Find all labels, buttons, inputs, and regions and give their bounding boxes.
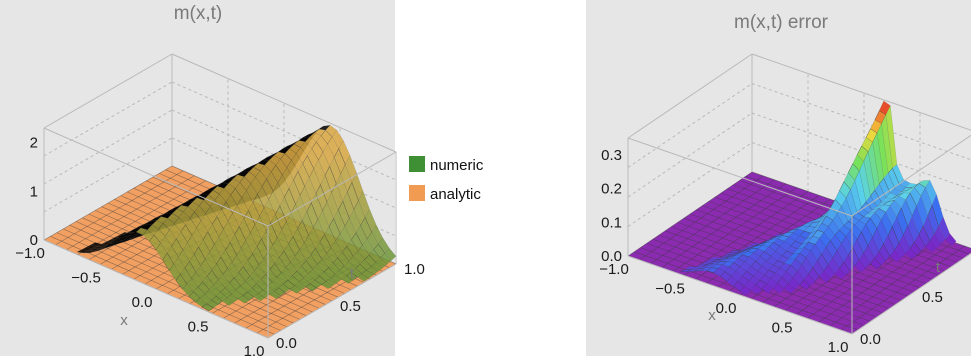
legend-label-analytic: analytic [430, 186, 481, 203]
plot-m-z-tick-label: 0 [30, 232, 38, 249]
plot-m-surface-patch [321, 281, 333, 289]
plot-m-side-gridline [43, 109, 173, 185]
legend-swatch-numeric [409, 156, 425, 172]
legend-label-numeric: numeric [430, 157, 484, 174]
plot-m-surface-patch [269, 291, 281, 299]
plot-error-t-axis-label: t [936, 259, 941, 276]
plot-m-back-edge-top [171, 53, 397, 153]
plot-m-right-edge-bottom [267, 263, 397, 339]
plot-error-title: m(x,t) error [734, 12, 829, 33]
plot-error-x-tick-label: 0.5 [772, 320, 793, 337]
plot-error-t-tick-label: 0.5 [922, 289, 943, 306]
plot-error-surface-patch [869, 257, 882, 270]
plot-error-surface-patch [834, 268, 846, 280]
plot-m-surface-patch [305, 283, 318, 292]
plot-error-back-edge-top [751, 53, 971, 131]
plot-m-x-tick-label: −1.0 [15, 245, 45, 262]
plot-error: −1.0−0.50.00.51.00.00.51.00.00.10.20.3 m… [586, 0, 971, 356]
plot-error-side-gridline [627, 142, 753, 227]
plot-error-z-tick-label: 0.2 [601, 181, 622, 198]
plot-error-front-edge-bottom [627, 255, 853, 335]
plot-m-ticks: −1.0 −0.5 0.0 0.5 1.0 0.0 0.5 1.0 0 1 2 [15, 135, 425, 356]
plot-error-right-edge-bottom [851, 252, 971, 335]
plot-error-floor-mesh-line [818, 238, 943, 323]
plot-m-x-tick-label: 0.5 [188, 319, 209, 336]
plot-m-x-axis-label: x [120, 312, 128, 329]
plot-error-floor-mesh-line [829, 241, 954, 327]
plot-m-t-tick-label: 0.5 [340, 298, 361, 315]
plot-m-surface-patch [289, 285, 302, 294]
plot-error-surface-patch [799, 279, 811, 291]
plot-error-x-tick-label: −0.5 [655, 281, 685, 298]
legend: numeric analytic [409, 156, 484, 203]
plot-error-side-gridline [627, 83, 753, 168]
plot-m-z-tick-label: 1 [30, 183, 38, 200]
plot-error-x-tick-label: 1.0 [828, 339, 849, 356]
plot-m-surface [76, 125, 397, 312]
plot-error-front-box [627, 134, 971, 335]
plot-error-x-tick-label: 0.0 [716, 300, 737, 317]
plot-m-surface-patch [222, 297, 234, 306]
plot-error-z-tick-label: 0.0 [601, 248, 622, 265]
plot-error-right-edge-top [851, 134, 971, 217]
plot-error-surface-patch [925, 240, 937, 253]
plot-m-right-edge-top [267, 151, 397, 227]
plot-m-title: m(x,t) [174, 3, 223, 24]
plot-error-front-edge-top [627, 137, 853, 217]
plot-error-left-edge-top [627, 53, 753, 139]
plot-error-surface-patch [739, 286, 752, 296]
plot-m-t-tick-label: 1.0 [404, 261, 425, 278]
plot-m-side-gridline [43, 81, 173, 157]
plot-m-t-axis-label: t [350, 265, 355, 282]
plot-error-surface-patch [889, 250, 902, 263]
plot-error-floor-mesh-line [840, 245, 965, 331]
plot-error-surface-patch [945, 233, 957, 246]
plot-m-x-tick-label: 1.0 [244, 343, 265, 356]
plot-m: −1.0 −0.5 0.0 0.5 1.0 0.0 0.5 1.0 0 1 2 m(x,t) x t [0, 0, 425, 356]
plot-error-z-tick-label: 0.1 [601, 214, 622, 231]
plot-m-surface-patch [357, 273, 369, 282]
plot-error-x-axis-label: x [708, 307, 716, 324]
plot-error-surface-patch [905, 248, 917, 259]
plot-error-t-tick-label: 0.0 [860, 331, 881, 348]
plot-error-surface-patch [750, 284, 763, 295]
plot-m-left-edge-top [43, 53, 173, 129]
plot-m-surface-patch [253, 293, 266, 302]
plot-error-x-tick-label: −1.0 [599, 261, 629, 278]
plot-m-side-gridline [43, 137, 173, 213]
plot-m-surface-patch [238, 295, 250, 304]
plot-m-front-edge-top [43, 127, 269, 227]
plot-m-x-tick-label: 0.0 [132, 294, 153, 311]
plot-error-side-gridline [627, 112, 753, 198]
plot-m-x-tick-label: −0.5 [71, 270, 101, 287]
plot-m-t-tick-label: 0.0 [276, 335, 297, 352]
plot-error-surface [679, 100, 957, 296]
legend-swatch-analytic [409, 185, 425, 201]
plot-m-z-tick-label: 2 [30, 135, 38, 152]
plot-error-surface-patch [819, 270, 831, 283]
plot-m-surface-patch [341, 275, 353, 284]
plot-error-z-tick-label: 0.3 [601, 147, 622, 164]
plot-m-front-box [43, 127, 397, 339]
plot-error-ticks: −1.0−0.50.00.51.00.00.51.00.00.10.20.3 [599, 147, 943, 356]
plot-m-front-edge-bottom [43, 239, 269, 339]
plot-error-surface-patch [761, 283, 774, 294]
plot-error-surface-patch [854, 259, 866, 273]
plot-error-surface-patch [772, 282, 785, 294]
plot-error-surface-patch [783, 283, 796, 294]
plot-m-surface-patch [201, 303, 214, 312]
